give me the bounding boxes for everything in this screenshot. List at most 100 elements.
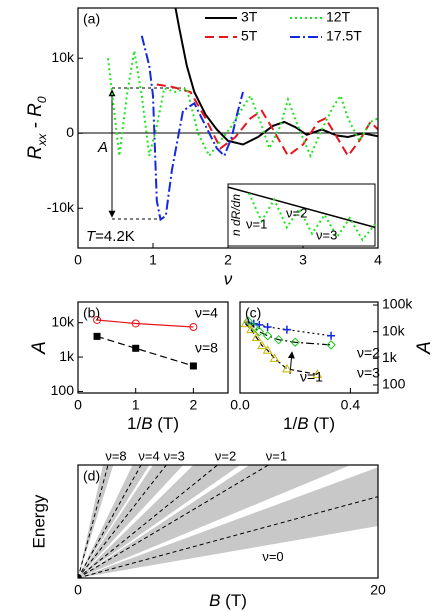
- legend-label: 5T: [241, 28, 258, 44]
- marker: [327, 331, 336, 340]
- level-band: [78, 465, 150, 578]
- y-axis-label-part: R: [25, 146, 46, 160]
- y-tick-label: -10k: [47, 199, 75, 215]
- x-axis-label-part: (T): [309, 414, 335, 433]
- x-tick-label: 0: [74, 582, 82, 598]
- x-tick-label: 0.0: [230, 397, 250, 413]
- marker: [262, 345, 273, 354]
- level-band: [78, 467, 378, 578]
- x-tick-label: 1: [149, 252, 157, 268]
- x-axis-label-part: B: [209, 591, 220, 610]
- y-tick-label: 100: [51, 382, 75, 398]
- x-tick-label: 2: [189, 397, 197, 413]
- series-line: [156, 83, 378, 158]
- marker: [131, 319, 140, 328]
- x-tick-label: 20: [370, 582, 386, 598]
- annotation-part: =4.2K: [95, 228, 135, 245]
- y-axis-label-part: - R: [25, 103, 46, 134]
- level-center: [78, 465, 270, 578]
- y-axis-label-part: 0: [35, 96, 49, 103]
- inset-ylabel: n dR/dn: [229, 194, 243, 236]
- panel-label: (c): [245, 305, 261, 321]
- marker: [282, 363, 292, 373]
- y-tick-label: 10k: [51, 49, 75, 65]
- series-label: ν=2: [357, 345, 380, 361]
- marker: [290, 337, 300, 347]
- fit-line: [245, 323, 318, 375]
- fit-line: [96, 335, 194, 367]
- x-axis-label-part: 1/: [283, 414, 297, 433]
- x-tick-label: 2: [224, 252, 232, 268]
- axes-frame: [77, 301, 229, 394]
- y-tick-label: 100: [382, 376, 406, 392]
- level-label: ν=3: [164, 448, 185, 463]
- x-tick-label: 4: [374, 252, 382, 268]
- level-band: [78, 465, 241, 578]
- marker: [273, 334, 284, 345]
- annotation-part: T: [86, 228, 97, 245]
- series-line: [140, 35, 244, 222]
- marker: [262, 331, 273, 341]
- inset-label: ν=1: [246, 216, 267, 231]
- marker: [246, 324, 256, 334]
- marker: [93, 332, 101, 340]
- level-band: [78, 465, 351, 578]
- x-axis-label-part: (T): [153, 414, 179, 433]
- marker: [240, 318, 251, 328]
- marker: [254, 326, 265, 337]
- inset-wiggle: [248, 192, 376, 242]
- panel-label: (b): [83, 305, 100, 321]
- x-tick-label: 0: [74, 252, 82, 268]
- panel-label: (a): [83, 11, 100, 27]
- level-center: [78, 496, 378, 578]
- x-tick-label: 1: [132, 397, 140, 413]
- marker: [132, 344, 140, 352]
- y-tick-label: 1k: [382, 349, 398, 365]
- level-band: [78, 465, 184, 578]
- x-axis-label: 1/B (T): [283, 414, 335, 433]
- marker: [263, 322, 272, 331]
- series-label: ν=4: [195, 305, 218, 321]
- series-line: [174, 8, 378, 146]
- inset-label: ν=2: [286, 205, 307, 220]
- series-label: ν=1: [300, 369, 323, 385]
- marker: [312, 369, 323, 378]
- level-label: ν=2: [215, 448, 236, 463]
- marker: [257, 340, 267, 350]
- x-axis-label-part: (T): [220, 591, 246, 610]
- axes-frame: [77, 464, 379, 579]
- y-tick-label: 10k: [382, 322, 406, 338]
- annotation: T=4.2K: [86, 228, 135, 245]
- y-axis-label: Energy: [29, 494, 48, 548]
- marker: [326, 340, 336, 350]
- y-tick-label: 100k: [382, 296, 413, 312]
- legend-label: 17.5T: [326, 28, 362, 44]
- y-tick-label: 10k: [51, 313, 75, 329]
- x-axis-label: ν: [224, 269, 233, 288]
- marker: [251, 332, 262, 342]
- level-label: ν=8: [105, 448, 126, 463]
- marker: [93, 315, 102, 324]
- x-tick-label: 3: [299, 252, 307, 268]
- marker: [269, 353, 280, 362]
- x-axis-label: 1/B (T): [127, 414, 179, 433]
- x-tick-label: 0.4: [341, 397, 361, 413]
- legend-label: 12T: [326, 9, 351, 25]
- x-tick-label: 0: [74, 397, 82, 413]
- fit-line: [247, 320, 332, 346]
- y-axis-label-part: xx: [35, 133, 49, 147]
- inset-label: ν=3: [316, 227, 337, 242]
- y-axis-label: A: [29, 341, 50, 355]
- marker: [189, 362, 197, 370]
- series-label: ν=8: [195, 340, 218, 356]
- level-band: [78, 465, 114, 578]
- axes-frame: [239, 301, 379, 394]
- x-axis-label-part: B: [141, 414, 152, 433]
- marker: [189, 322, 198, 331]
- fit-line: [248, 322, 332, 337]
- level-label: ν=1: [266, 448, 287, 463]
- annotation: A: [97, 139, 108, 156]
- y-axis-label: Rxx - R0: [25, 96, 49, 159]
- fit-line: [96, 319, 194, 328]
